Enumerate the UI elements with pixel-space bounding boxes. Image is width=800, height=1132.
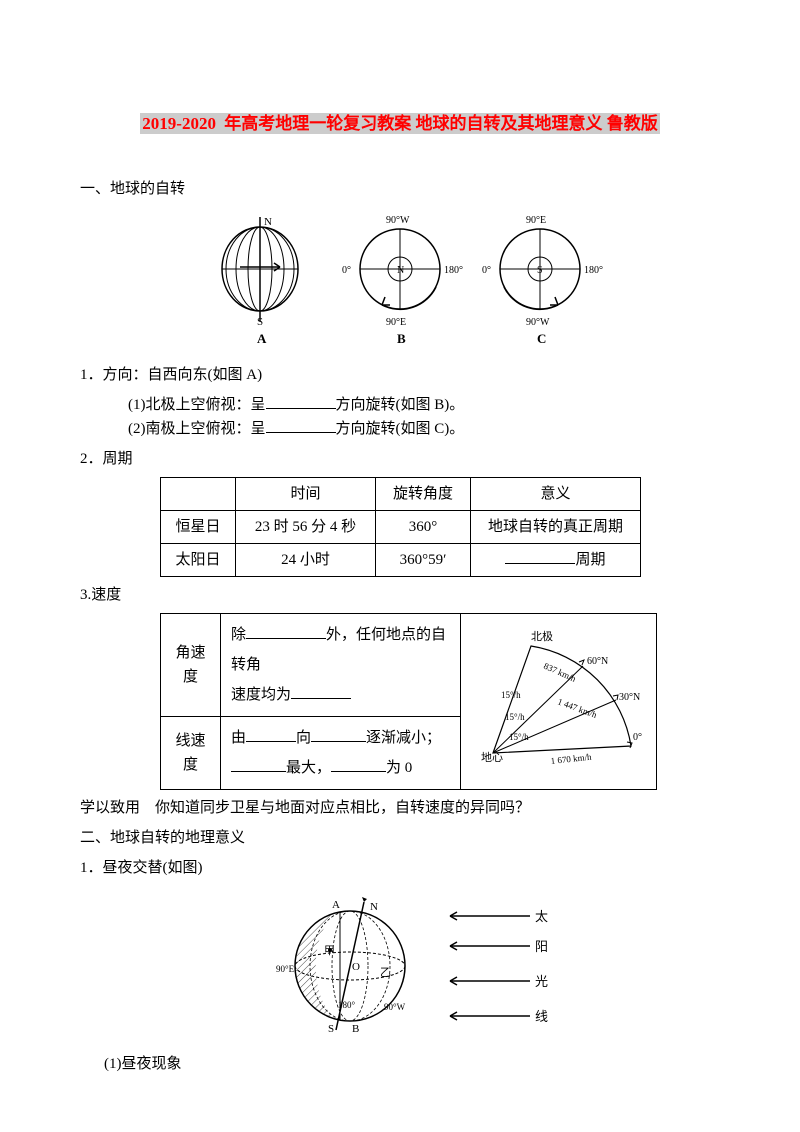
svg-text:太: 太 [535, 909, 548, 924]
blank[interactable] [505, 550, 575, 564]
svg-text:S: S [537, 265, 543, 276]
td: 恒星日 [161, 511, 236, 544]
svg-text:15°/h: 15°/h [509, 732, 529, 742]
svg-text:阳: 阳 [535, 939, 548, 954]
svg-text:北极: 北极 [531, 629, 553, 643]
q1a-post: 方向旋转(如图 B)。 [336, 397, 465, 413]
svg-text:N: N [370, 901, 378, 913]
apply-text: 学以致用 你知道同步卫星与地面对应点相比，自转速度的异同吗？ [80, 796, 720, 820]
blank[interactable] [266, 419, 336, 433]
section-4-heading: 二、地球自转的地理意义 [80, 826, 720, 850]
label-n: N [264, 216, 272, 228]
section-1-heading: 一、地球的自转 [80, 177, 720, 201]
q1a-pre: (1)北极上空俯视：呈 [128, 397, 266, 413]
td: 23 时 56 分 4 秒 [236, 511, 376, 544]
th: 时间 [236, 478, 376, 511]
speed-table: 角速度 除外，任何地点的自转角 速度均为 北极 地心 60°N 30°N 0° … [160, 613, 657, 790]
svg-text:90°W: 90°W [526, 317, 550, 328]
q1: 1．方向：自西向东(如图 A) [80, 363, 720, 387]
section-2-heading: 2．周期 [80, 447, 720, 471]
th: 旋转角度 [376, 478, 471, 511]
td: 太阳日 [161, 544, 236, 577]
section-3-heading: 3.速度 [80, 583, 720, 607]
label-s: S [257, 316, 263, 328]
figure-abc: N S A N 0° 180° 90°W 90°E B S 0° [80, 209, 720, 357]
row2-label: 线速度 [161, 717, 221, 790]
blank[interactable] [266, 395, 336, 409]
blank[interactable] [246, 728, 296, 742]
svg-text:N: N [397, 265, 404, 276]
svg-text:A: A [332, 899, 340, 911]
q1b-post: 方向旋转(如图 C)。 [336, 421, 465, 437]
blank[interactable] [331, 758, 386, 772]
svg-text:O: O [352, 961, 360, 973]
figure-daynight: A N S B O 甲 乙 90°E 90°W 180° 太 阳 光 线 [80, 886, 720, 1046]
row2-content: 由向逐渐减小； 最大，为 0 [221, 717, 461, 790]
title-year: 2019-2020 [140, 113, 218, 134]
svg-text:15°/h: 15°/h [501, 690, 521, 700]
svg-text:180°: 180° [584, 265, 603, 276]
svg-text:90°W: 90°W [384, 1002, 406, 1012]
speed-figure-cell: 北极 地心 60°N 30°N 0° 15°/h 15°/h 15°/h 837… [461, 614, 657, 790]
row1-content: 除外，任何地点的自转角 速度均为 [221, 614, 461, 717]
q4-1-1: (1)昼夜现象 [104, 1052, 720, 1076]
title-rest: 年高考地理一轮复习教案 地球的自转及其地理意义 鲁教版 [218, 113, 660, 134]
svg-text:1 670 km/h: 1 670 km/h [550, 751, 592, 765]
svg-text:90°E: 90°E [526, 215, 546, 226]
q4-1: 1．昼夜交替(如图) [80, 856, 720, 880]
svg-text:0°: 0° [342, 265, 351, 276]
svg-text:90°E: 90°E [386, 317, 406, 328]
blank[interactable] [231, 758, 286, 772]
svg-text:C: C [537, 331, 546, 346]
svg-text:B: B [352, 1023, 359, 1035]
svg-text:B: B [397, 331, 406, 346]
svg-text:15°/h: 15°/h [505, 712, 525, 722]
page-title: 2019-2020 年高考地理一轮复习教案 地球的自转及其地理意义 鲁教版 [80, 110, 720, 137]
q1b-pre: (2)南极上空俯视：呈 [128, 421, 266, 437]
td: 地球自转的真正周期 [471, 511, 641, 544]
q1b: (2)南极上空俯视：呈 方向旋转(如图 C)。 [128, 417, 720, 441]
svg-text:180°: 180° [338, 1000, 356, 1010]
th: 意义 [471, 478, 641, 511]
svg-text:光: 光 [535, 974, 548, 989]
td: 24 小时 [236, 544, 376, 577]
svg-text:A: A [257, 331, 267, 346]
td: 360° [376, 511, 471, 544]
svg-text:0°: 0° [633, 732, 642, 743]
svg-text:90°W: 90°W [386, 215, 410, 226]
svg-text:S: S [328, 1023, 334, 1035]
svg-text:60°N: 60°N [587, 656, 608, 667]
q1a: (1)北极上空俯视：呈 方向旋转(如图 B)。 [128, 393, 720, 417]
blank[interactable] [311, 728, 366, 742]
svg-text:线: 线 [535, 1009, 548, 1024]
blank[interactable] [291, 685, 351, 699]
svg-text:乙: 乙 [380, 966, 391, 979]
row1-label: 角速度 [161, 614, 221, 717]
td: 360°59′ [376, 544, 471, 577]
period-table: 时间 旋转角度 意义 恒星日 23 时 56 分 4 秒 360° 地球自转的真… [160, 477, 641, 577]
svg-text:0°: 0° [482, 265, 491, 276]
svg-text:30°N: 30°N [619, 692, 640, 703]
td: 周期 [471, 544, 641, 577]
svg-text:180°: 180° [444, 265, 463, 276]
th [161, 478, 236, 511]
td-text: 周期 [575, 552, 605, 568]
blank[interactable] [246, 625, 326, 639]
svg-text:837 km/h: 837 km/h [542, 660, 578, 683]
svg-text:90°E: 90°E [276, 964, 295, 974]
